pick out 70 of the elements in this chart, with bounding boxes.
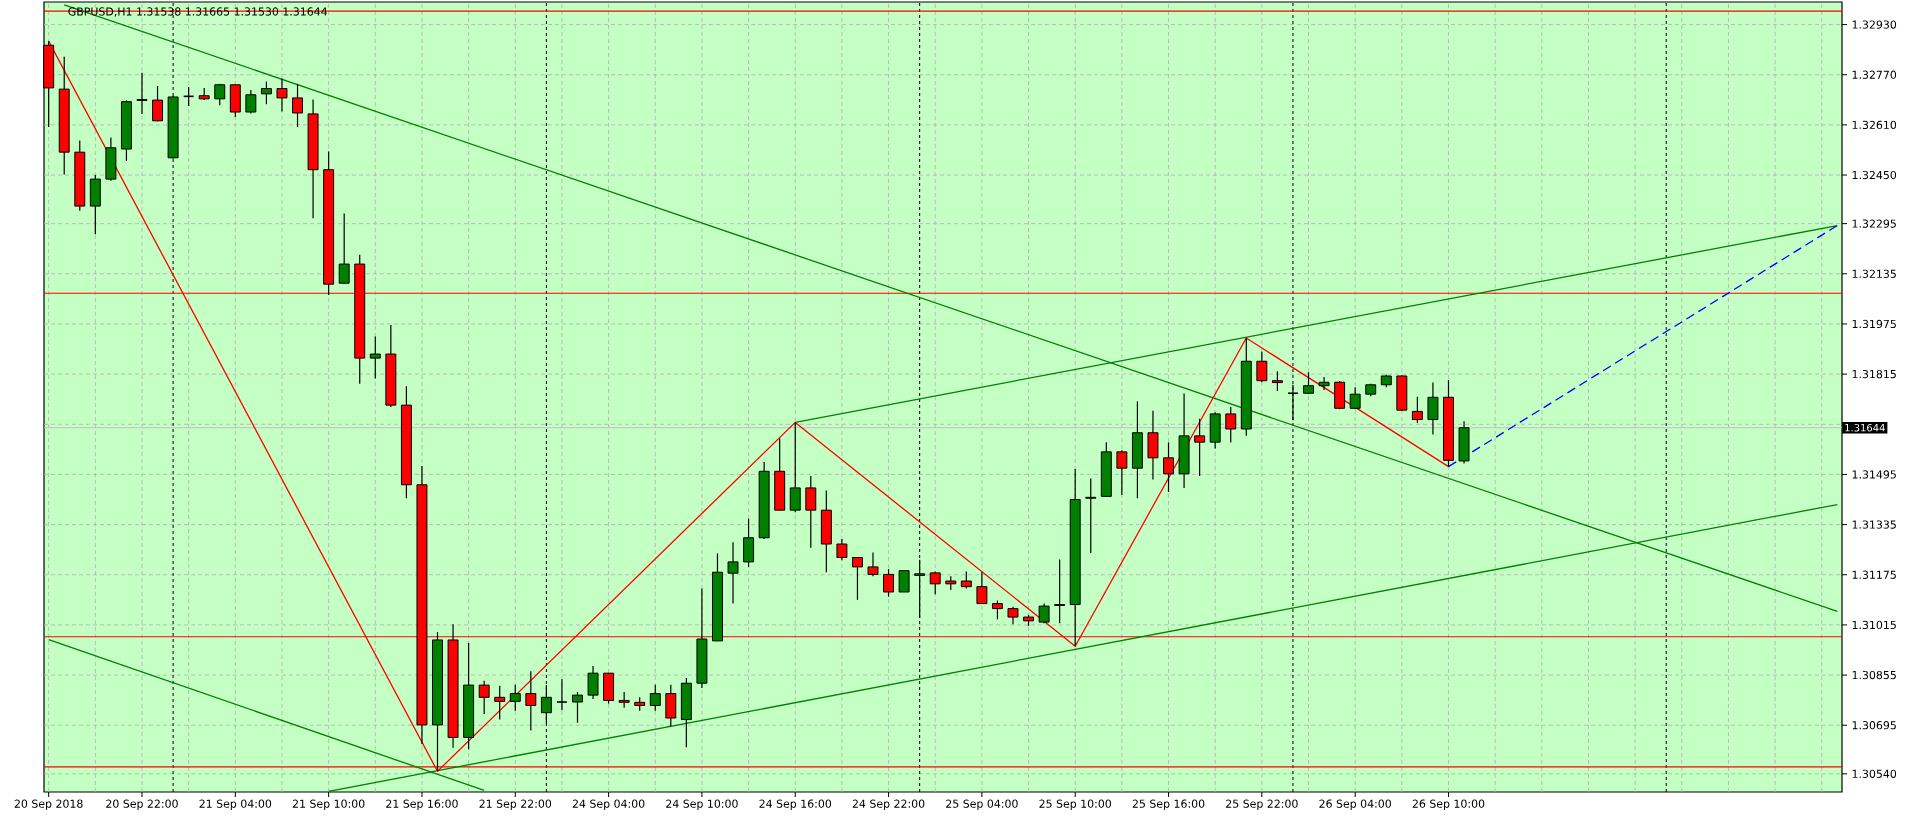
candlestick: [898, 570, 910, 593]
y-tick-label: 1.31815: [1852, 369, 1896, 379]
candlestick: [260, 81, 272, 105]
y-tick-label: 1.31975: [1852, 319, 1896, 329]
ref-line-label: 1.31644: [1845, 423, 1885, 432]
y-tick-label: 1.30540: [1852, 769, 1897, 778]
candlestick: [1116, 449, 1128, 496]
candlestick: [1427, 381, 1439, 436]
x-tick-label: 21 Sep 22:00: [479, 799, 552, 810]
x-tick-label: 25 Sep 10:00: [1039, 799, 1112, 810]
x-tick-label: 24 Sep 10:00: [666, 799, 738, 810]
x-tick-label: 20 Sep 2018: [14, 799, 83, 810]
candlestick: [649, 684, 661, 712]
x-tick-label: 21 Sep 04:00: [199, 799, 272, 810]
y-tick-label: 1.32930: [1852, 20, 1897, 29]
candlestick: [727, 541, 739, 605]
candlestick: [587, 665, 599, 700]
x-tick-label: 20 Sep 22:00: [106, 799, 178, 810]
x-tick-label: 21 Sep 16:00: [386, 799, 458, 810]
candlestick: [1256, 350, 1268, 383]
y-tick-label: 1.31175: [1852, 570, 1896, 579]
candlestick: [1085, 477, 1097, 554]
candlestick: [245, 89, 257, 115]
x-tick-label: 25 Sep 04:00: [946, 799, 1018, 810]
candlestick: [1411, 396, 1423, 424]
candlestick: [1225, 406, 1237, 444]
x-tick-label: 24 Sep 16:00: [759, 799, 832, 810]
candlestick: [883, 568, 895, 598]
x-tick-label: 26 Sep 10:00: [1412, 799, 1485, 810]
candlestick: [851, 556, 863, 601]
candlestick: [991, 599, 1003, 620]
y-tick-label: 1.32770: [1852, 70, 1897, 79]
candlestick: [1163, 441, 1174, 493]
x-tick-label: 24 Sep 22:00: [852, 799, 925, 810]
x-tick-label: 21 Sep 10:00: [292, 799, 365, 810]
y-tick-label: 1.31335: [1852, 520, 1896, 529]
y-tick-label: 1.32295: [1852, 219, 1896, 228]
y-tick-label: 1.30855: [1852, 670, 1896, 680]
y-tick-label: 1.31015: [1852, 620, 1896, 630]
candlestick: [525, 670, 537, 732]
x-tick-label: 26 Sep 04:00: [1319, 799, 1391, 810]
candlestick: [836, 538, 848, 561]
candlestick: [976, 571, 988, 605]
candlestick: [572, 691, 583, 724]
y-tick-label: 1.32135: [1852, 269, 1896, 278]
y-tick-label: 1.30695: [1852, 721, 1896, 730]
candlestick: [292, 83, 303, 128]
candlestick: [276, 77, 288, 112]
candlestick: [914, 559, 926, 619]
y-tick-label: 1.32450: [1852, 170, 1897, 180]
x-tick-label: 24 Sep 04:00: [572, 799, 645, 810]
candlestick: [1194, 418, 1206, 477]
candlestick: [1271, 370, 1283, 392]
candlestick: [618, 691, 630, 709]
candlestick: [1318, 376, 1330, 391]
candlestick: [494, 685, 506, 721]
candlestick: [152, 85, 164, 123]
candlestick: [478, 680, 490, 715]
x-tick-label: 25 Sep 16:00: [1132, 799, 1205, 810]
candlestick: [867, 551, 879, 577]
y-tick-label: 1.31495: [1852, 470, 1896, 479]
x-tick-label: 25 Sep 22:00: [1226, 799, 1298, 810]
candlestick: [1054, 558, 1066, 624]
candlestick: [136, 72, 148, 115]
candlestick: [556, 678, 568, 711]
candlestick: [509, 684, 521, 712]
candlestick: [369, 335, 381, 380]
y-tick-label: 1.32610: [1852, 120, 1897, 130]
candlestick: [805, 475, 817, 549]
candlestick: [338, 213, 350, 285]
